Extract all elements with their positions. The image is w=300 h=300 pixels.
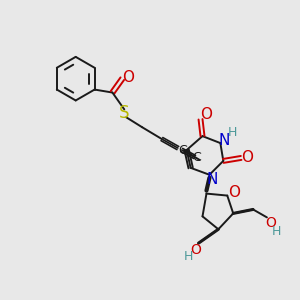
Text: C: C: [178, 143, 187, 157]
Text: N: N: [219, 133, 230, 148]
Text: S: S: [119, 104, 130, 122]
Text: H: H: [184, 250, 193, 263]
Text: O: O: [190, 243, 201, 257]
Text: O: O: [266, 216, 276, 230]
Text: O: O: [122, 70, 134, 85]
Text: C: C: [192, 152, 201, 164]
Text: H: H: [272, 225, 281, 238]
Text: O: O: [241, 150, 253, 165]
Text: N: N: [207, 172, 218, 187]
Text: H: H: [227, 126, 237, 139]
Text: O: O: [200, 107, 212, 122]
Text: O: O: [228, 185, 240, 200]
